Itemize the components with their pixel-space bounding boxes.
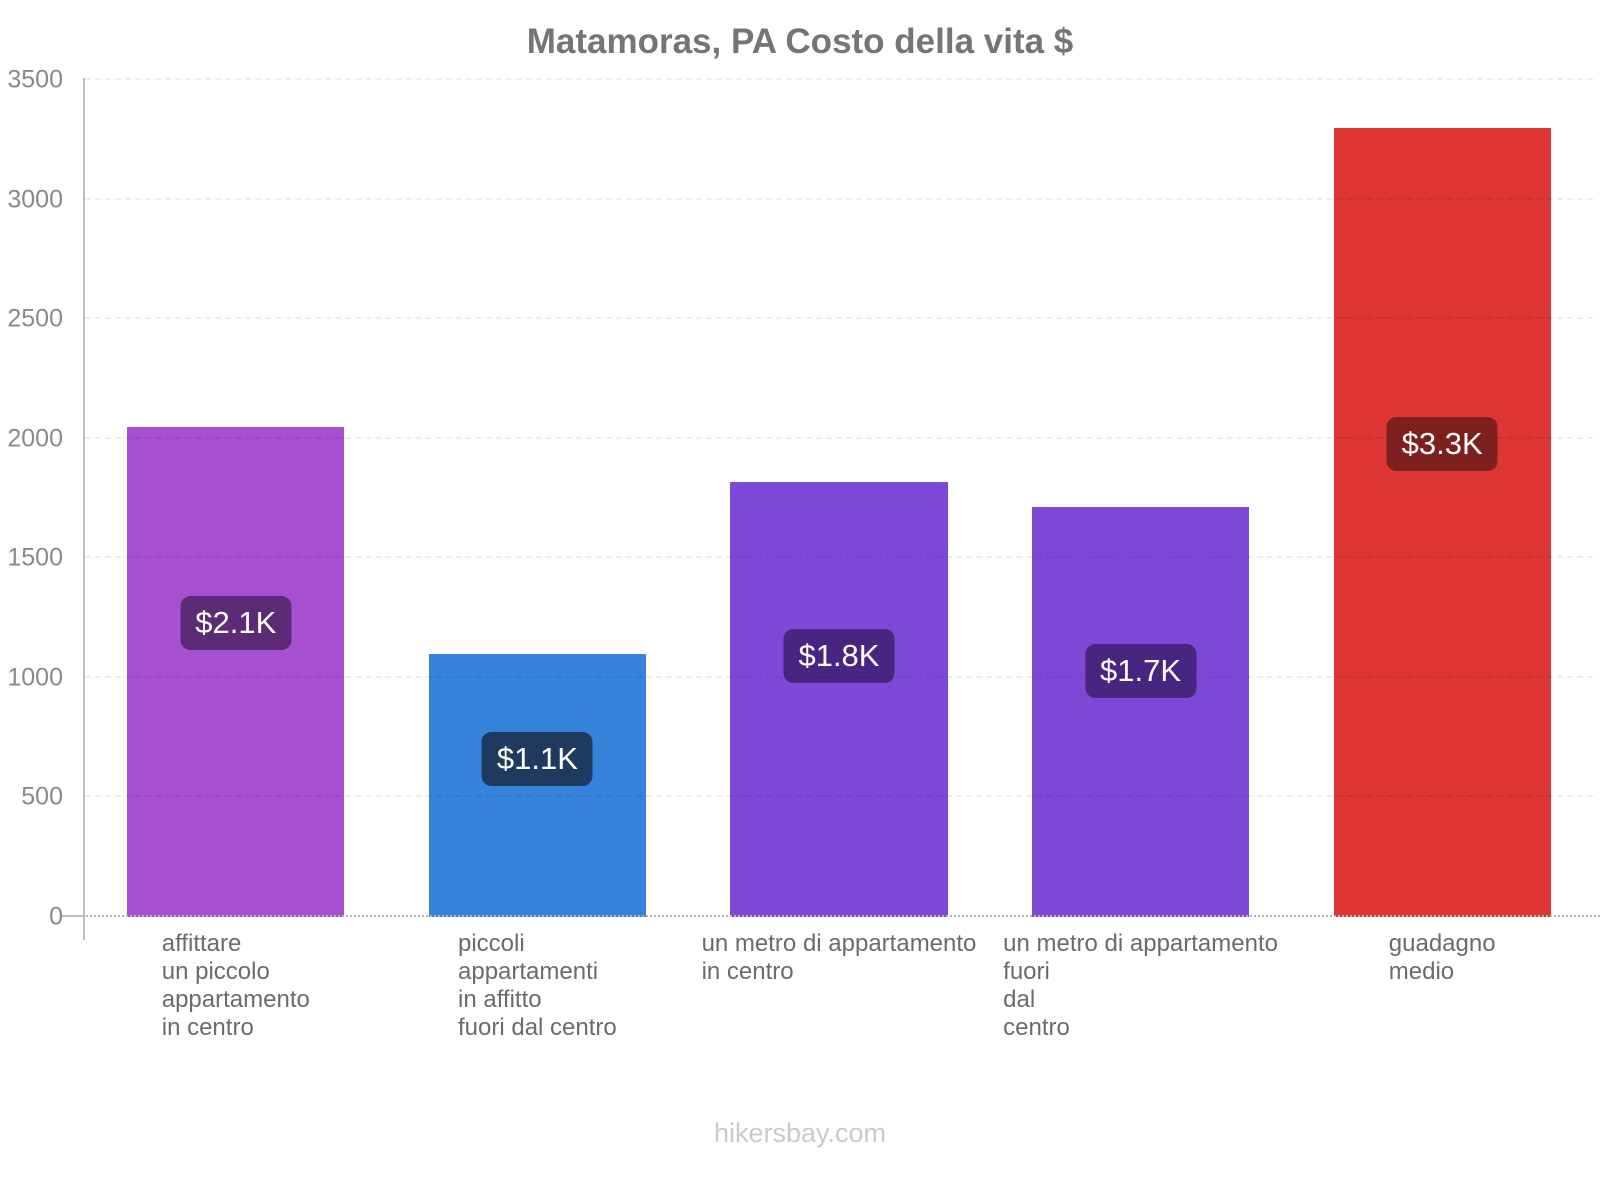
- bar-slot: $1.8K: [688, 80, 990, 917]
- y-axis-labels: 0 500 1000 1500 2000 2500 3000 3500: [0, 66, 63, 931]
- bar-slot: $1.7K: [990, 80, 1292, 917]
- x-label-slot: guadagno medio: [1291, 930, 1593, 1042]
- y-tick-label: 0: [49, 902, 63, 931]
- x-label-slot: piccoli appartamenti in affitto fuori da…: [387, 930, 689, 1042]
- x-label-slot: affittare un piccolo appartamento in cen…: [85, 930, 387, 1042]
- x-category-label: un metro di appartamento fuori dal centr…: [1003, 930, 1278, 1041]
- bar: $1.1K: [428, 653, 646, 917]
- x-category-label: piccoli appartamenti in affitto fuori da…: [458, 930, 617, 1041]
- y-tick-label: 500: [21, 782, 63, 811]
- x-label-slot: un metro di appartamento in centro: [688, 930, 990, 1042]
- y-tick-label: 1000: [7, 663, 63, 692]
- bar-slot: $3.3K: [1291, 80, 1593, 917]
- bar-value-badge: $3.3K: [1386, 416, 1498, 471]
- y-tick-label: 2500: [7, 304, 63, 333]
- y-tick-label: 1500: [7, 543, 63, 572]
- bar-value-badge: $2.1K: [180, 595, 292, 650]
- zero-tick-mark: [62, 915, 83, 917]
- bar-value-badge: $1.7K: [1085, 643, 1197, 698]
- y-tick-label: 2000: [7, 424, 63, 453]
- y-tick-label: 3000: [7, 185, 63, 214]
- bar: $3.3K: [1333, 127, 1551, 917]
- bar: $1.8K: [730, 481, 948, 917]
- x-label-slot: un metro di appartamento fuori dal centr…: [990, 930, 1292, 1042]
- y-tick-label: 3500: [7, 65, 63, 94]
- source-footer: hikersbay.com: [713, 1118, 887, 1148]
- x-category-label: un metro di appartamento in centro: [701, 930, 977, 985]
- y-axis-line: [83, 78, 85, 940]
- chart-title: Matamoras, PA Costo della vita $: [526, 22, 1074, 61]
- x-labels-row: affittare un piccolo appartamento in cen…: [85, 930, 1593, 1042]
- bar-slot: $2.1K: [85, 80, 387, 917]
- bar: $2.1K: [127, 426, 345, 917]
- bars-row: $2.1K $1.1K $1.8K $1.7K $3.3K: [85, 80, 1593, 917]
- x-axis-line: [83, 915, 1600, 917]
- x-category-label: guadagno medio: [1388, 930, 1496, 985]
- bar-slot: $1.1K: [387, 80, 689, 917]
- x-category-label: affittare un piccolo appartamento in cen…: [161, 930, 310, 1041]
- bar-value-badge: $1.1K: [481, 732, 593, 787]
- bar: $1.7K: [1032, 506, 1250, 917]
- bar-value-badge: $1.8K: [783, 628, 895, 683]
